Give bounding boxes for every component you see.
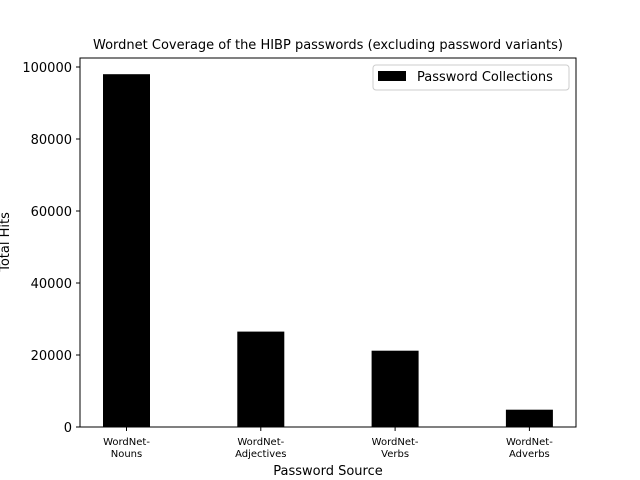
legend-label: Password Collections xyxy=(417,70,553,85)
x-tick-label-0: WordNet-Nouns xyxy=(103,437,150,460)
x-axis-ticks: WordNet-Nouns WordNet-Adjectives WordNet-V… xyxy=(103,427,553,460)
y-tick-label-4: 80000 xyxy=(31,133,72,148)
x-tick-label-1: WordNet-Adjectives xyxy=(235,437,286,460)
bar-1 xyxy=(237,331,285,427)
bar-0 xyxy=(103,74,150,427)
legend: Password Collections xyxy=(372,64,570,91)
bar-2 xyxy=(371,350,419,427)
y-tick-label-0: 0 xyxy=(64,421,72,436)
y-axis-ticks: 0 20000 40000 60000 80000 100000 xyxy=(22,61,80,436)
bar-3 xyxy=(505,409,553,427)
plot-frame xyxy=(79,57,577,428)
bars-group xyxy=(103,74,553,427)
y-tick-label-5: 100000 xyxy=(22,61,72,76)
chart-title: Wordnet Coverage of the HIBP passwords (… xyxy=(93,38,563,53)
legend-box xyxy=(372,64,570,91)
y-tick-label-2: 40000 xyxy=(31,277,72,292)
y-axis-label: Total Hits xyxy=(0,212,13,273)
x-tick-label-3: WordNet-Adverbs xyxy=(506,437,553,460)
y-tick-label-1: 20000 xyxy=(31,349,72,364)
legend-swatch xyxy=(378,71,406,81)
x-axis-label: Password Source xyxy=(273,464,383,479)
x-tick-label-2: WordNet-Verbs xyxy=(372,437,419,460)
y-tick-label-3: 60000 xyxy=(31,205,72,220)
